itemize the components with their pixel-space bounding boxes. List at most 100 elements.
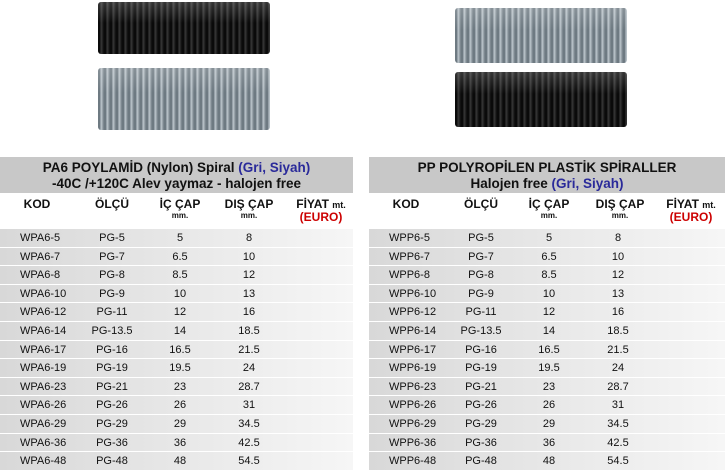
cell-olcu: PG-9 [468, 287, 494, 300]
table-row: WPA6-17 PG-16 16.5 21.5 [0, 340, 353, 360]
table-row: WPA6-19 PG-19 19.5 24 [0, 359, 353, 378]
cell-olcu: PG-48 [465, 455, 497, 468]
cell-ic: 36 [542, 436, 556, 449]
table-row: WPP6-5 PG-5 5 8 [369, 229, 725, 248]
cell-ic: 26 [542, 399, 556, 412]
cell-olcu: PG-11 [465, 306, 497, 319]
col-ic-cap-unit: mm. [171, 211, 189, 220]
cell-olcu: PG-26 [96, 399, 128, 412]
cell-ic: 36 [173, 436, 187, 449]
cell-ic: 5 [545, 232, 553, 244]
cell-olcu: PG-16 [465, 343, 497, 356]
cell-ic: 10 [173, 287, 187, 300]
cell-kod: WPP6-17 [389, 343, 437, 356]
cell-kod: WPA6-48 [20, 455, 67, 468]
table-row: WPA6-8 PG-8 8.5 12 [0, 266, 353, 285]
cell-ic: 23 [173, 380, 187, 393]
cell-kod: WPA6-29 [20, 417, 67, 430]
cell-kod: WPP6-23 [389, 380, 437, 393]
cell-olcu: PG-29 [96, 417, 128, 430]
cell-olcu: PG-19 [465, 362, 497, 375]
cell-kod: WPP6-48 [389, 455, 437, 468]
table-row: WPA6-29 PG-29 29 34.5 [0, 414, 353, 434]
cell-dis: 34.5 [607, 417, 629, 430]
cell-olcu: PG-5 [468, 232, 494, 244]
table-row: WPP6-12 PG-11 12 16 [369, 303, 725, 322]
cell-ic: 48 [173, 455, 187, 468]
gray-conduit-image [98, 68, 270, 130]
cell-olcu: PG-21 [96, 380, 128, 393]
cell-dis: 8 [614, 232, 622, 244]
table-row: WPP6-36 PG-36 36 42.5 [369, 433, 725, 453]
cell-olcu: PG-36 [465, 436, 497, 449]
cell-kod: WPP6-12 [389, 306, 437, 319]
col-ic-cap-label: İÇ ÇAP [159, 197, 201, 211]
cell-dis: 28.7 [607, 380, 629, 393]
cell-kod: WPP6-10 [389, 287, 437, 300]
cell-olcu: PG-48 [96, 455, 128, 468]
cell-kod: WPP6-5 [389, 232, 430, 244]
col-fiyat-unit: mt. [702, 200, 716, 210]
cell-kod: WPA6-8 [20, 269, 61, 282]
cell-ic: 6.5 [172, 250, 188, 263]
cell-ic: 19.5 [538, 362, 560, 375]
left-table-body: WPA6-5 PG-5 5 8 WPA6-7 PG-7 6.5 10 WPA6-8 PG-8 8.5… [0, 229, 353, 471]
cell-dis: 24 [242, 362, 256, 375]
cell-ic: 26 [173, 399, 187, 412]
right-title-line1: PP POLYROPİLEN PLASTİK SPİRALLER [417, 160, 677, 175]
col-currency: (EURO) [669, 210, 713, 224]
right-table-title: PP POLYROPİLEN PLASTİK SPİRALLER Halojen… [369, 157, 725, 193]
table-row: WPP6-8 PG-8 8.5 12 [369, 266, 725, 285]
cell-dis: 28.7 [238, 380, 260, 393]
col-dis-cap-unit: mm. [611, 211, 629, 220]
cell-olcu: PG-7 [99, 250, 125, 263]
cell-olcu: PG-5 [99, 232, 125, 244]
cell-kod: WPP6-14 [389, 324, 437, 337]
table-row: WPA6-23 PG-21 23 28.7 [0, 377, 353, 397]
table-row: WPP6-17 PG-16 16.5 21.5 [369, 340, 725, 360]
cell-kod: WPA6-36 [20, 436, 67, 449]
cell-kod: WPP6-36 [389, 436, 437, 449]
table-row: WPA6-12 PG-11 12 16 [0, 303, 353, 322]
col-currency: (EURO) [299, 210, 343, 224]
table-row: WPA6-26 PG-26 26 31 [0, 396, 353, 415]
black-conduit-image [98, 2, 270, 54]
cell-dis: 8 [245, 232, 253, 244]
right-title-colors: (Gri, Siyah) [551, 176, 624, 191]
left-column-headers: KOD ÖLÇÜ İÇ ÇAP mm. DIŞ ÇAP mm. FİYAT mt.(… [0, 193, 353, 229]
col-fiyat: FİYAT mt. (EURO) [292, 198, 350, 223]
cell-olcu: PG-8 [99, 269, 125, 282]
cell-ic: 6.5 [541, 250, 557, 263]
cell-ic: 8.5 [172, 269, 188, 282]
cell-dis: 10 [242, 250, 256, 263]
cell-ic: 10 [542, 287, 556, 300]
cell-olcu: PG-13.5 [91, 324, 133, 337]
cell-kod: WPP6-19 [389, 362, 437, 375]
right-price-table: PP POLYROPİLEN PLASTİK SPİRALLER Halojen… [369, 157, 725, 471]
cell-dis: 42.5 [238, 436, 260, 449]
col-dis-cap: DIŞ ÇAP mm. [587, 198, 653, 222]
col-ic-cap-unit: mm. [540, 211, 558, 220]
cell-olcu: PG-8 [468, 269, 494, 282]
table-row: WPP6-26 PG-26 26 31 [369, 396, 725, 415]
col-fiyat-unit: mt. [332, 200, 346, 210]
left-title-colors: (Gri, Siyah) [238, 160, 311, 175]
table-row: WPP6-29 PG-29 29 34.5 [369, 414, 725, 434]
cell-ic: 19.5 [169, 362, 191, 375]
cell-ic: 12 [542, 306, 556, 319]
cell-kod: WPA6-19 [20, 362, 67, 375]
table-row: WPP6-23 PG-21 23 28.7 [369, 377, 725, 397]
cell-dis: 34.5 [238, 417, 260, 430]
cell-ic: 29 [542, 417, 556, 430]
black-conduit-image [455, 72, 627, 127]
col-fiyat-label: FİYAT [296, 197, 329, 211]
right-title-line2: Halojen free [470, 176, 548, 191]
cell-olcu: PG-26 [465, 399, 497, 412]
cell-kod: WPA6-10 [20, 287, 67, 300]
table-row: WPA6-14 PG-13.5 14 18.5 [0, 321, 353, 341]
cell-dis: 42.5 [607, 436, 629, 449]
cell-dis: 16 [242, 306, 256, 319]
col-olcu: ÖLÇÜ [464, 197, 498, 211]
cell-ic: 8.5 [541, 269, 557, 282]
table-row: WPA6-5 PG-5 5 8 [0, 229, 353, 248]
